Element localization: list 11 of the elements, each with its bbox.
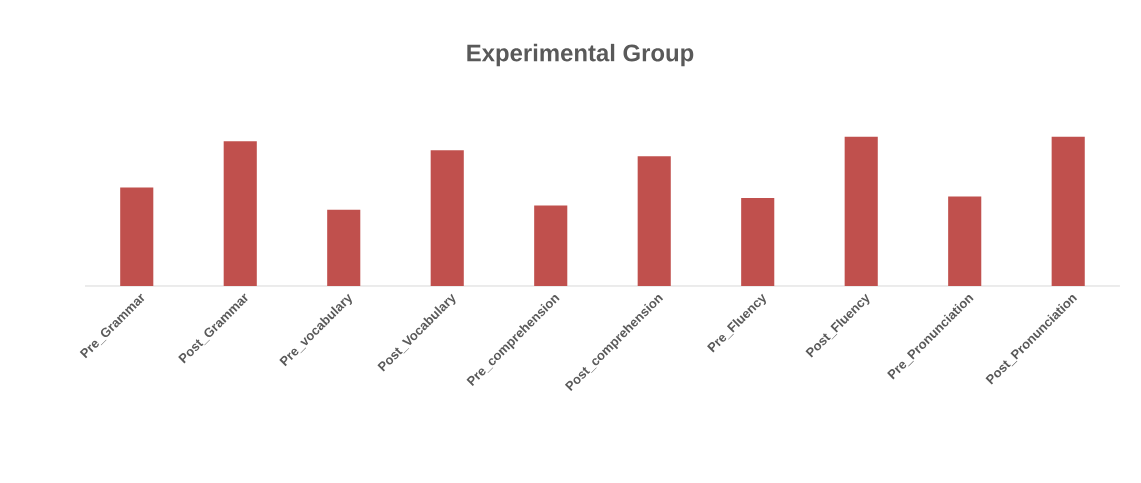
bar <box>327 209 361 286</box>
bar <box>844 136 878 286</box>
bar <box>1051 136 1085 286</box>
chart-title: Experimental Group <box>467 43 694 67</box>
bar <box>637 156 671 286</box>
bar <box>534 205 568 286</box>
bar <box>223 141 257 286</box>
bar <box>430 150 464 286</box>
bar <box>120 187 154 286</box>
bar <box>948 196 982 286</box>
bar <box>741 197 775 286</box>
